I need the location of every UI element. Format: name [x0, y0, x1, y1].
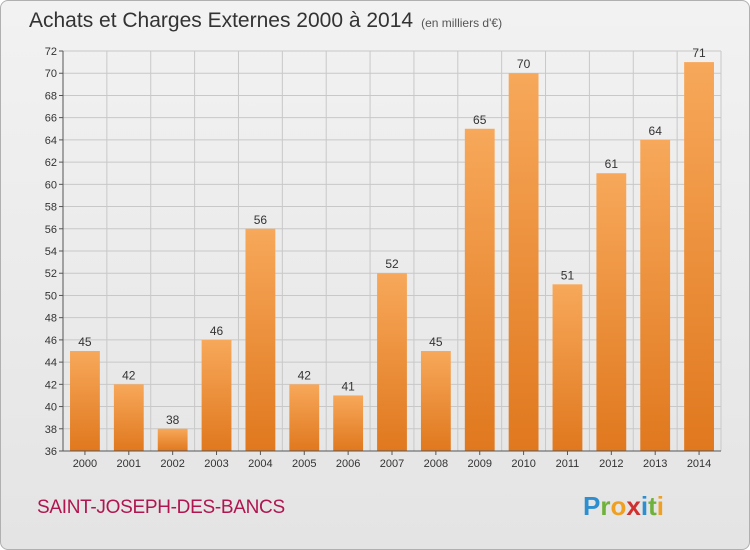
y-tick-label: 68 [45, 90, 57, 102]
x-tick-label: 2013 [643, 458, 667, 470]
value-label: 38 [166, 413, 180, 427]
bar-2006 [333, 395, 364, 451]
y-tick-label: 42 [45, 379, 57, 391]
value-label: 71 [692, 46, 706, 60]
y-tick-label: 44 [45, 357, 57, 369]
bar-2002 [157, 428, 188, 451]
value-label: 42 [298, 368, 312, 382]
y-tick-label: 64 [45, 135, 57, 147]
x-tick-label: 2004 [248, 458, 272, 470]
value-label: 45 [78, 335, 92, 349]
commune-name: SAINT-JOSEPH-DES-BANCS [37, 497, 285, 518]
y-tick-label: 40 [45, 402, 57, 414]
x-tick-label: 2003 [204, 458, 228, 470]
x-tick-label: 2002 [160, 458, 184, 470]
y-tick-label: 56 [45, 224, 57, 236]
bar-2014 [684, 62, 714, 451]
x-tick-label: 2009 [467, 458, 491, 470]
x-tick-label: 2005 [292, 458, 316, 470]
value-label: 64 [649, 124, 663, 138]
chart-title: Achats et Charges Externes 2000 à 2014 (e… [29, 9, 502, 33]
y-tick-label: 50 [45, 290, 57, 302]
bar-2005 [289, 384, 320, 451]
value-label: 51 [561, 268, 575, 282]
x-tick-label: 2006 [336, 458, 360, 470]
x-tick-label: 2008 [424, 458, 448, 470]
x-tick-label: 2001 [117, 458, 141, 470]
bar-2011 [552, 284, 583, 451]
bars: 45 42 38 46 56 42 41 52 45 65 70 51 61 64 71 [70, 46, 714, 451]
bar-2010 [508, 73, 539, 451]
value-label: 56 [254, 213, 268, 227]
y-tick-label: 66 [45, 113, 57, 125]
bar-2012 [596, 173, 627, 451]
y-tick-label: 38 [45, 424, 57, 436]
bar-2008 [420, 351, 451, 451]
bar-2013 [640, 139, 671, 451]
value-label: 61 [605, 157, 619, 171]
y-tick-label: 36 [45, 446, 57, 458]
x-tick-label: 2012 [599, 458, 623, 470]
x-tick-label: 2014 [687, 458, 711, 470]
y-tick-label: 58 [45, 202, 57, 214]
value-label: 42 [122, 368, 136, 382]
value-label: 41 [341, 379, 355, 393]
y-tick-label: 48 [45, 313, 57, 325]
value-label: 46 [210, 324, 224, 338]
y-tick-label: 46 [45, 335, 57, 347]
value-label: 52 [385, 257, 399, 271]
bar-2004 [245, 228, 276, 451]
chart-subtitle: (en milliers d'€) [421, 16, 503, 30]
bar-2007 [377, 273, 407, 451]
y-tick-label: 70 [45, 68, 57, 80]
x-tick-label: 2007 [380, 458, 404, 470]
y-tick-label: 54 [45, 246, 57, 258]
value-label: 65 [473, 113, 487, 127]
y-tick-label: 52 [45, 268, 57, 280]
x-tick-label: 2011 [556, 458, 580, 470]
x-tick-label: 2010 [511, 458, 535, 470]
value-label: 70 [517, 57, 531, 71]
y-tick-label: 72 [45, 46, 57, 58]
y-tick-label: 62 [45, 157, 57, 169]
proxiti-logo: Proxiti [583, 491, 664, 521]
x-tick-label: 2000 [73, 458, 97, 470]
y-tick-label: 60 [45, 179, 57, 191]
bar-2001 [113, 384, 144, 451]
chart-title-text: Achats et Charges Externes 2000 à 2014 [29, 9, 414, 32]
axes: 36 38 40 42 44 46 48 50 52 54 56 58 60 62 64 66 68 70 72 20… [45, 46, 721, 470]
bar-2003 [201, 339, 232, 451]
bar-2009 [464, 128, 495, 451]
value-label: 45 [429, 335, 443, 349]
bar-2000 [70, 351, 100, 451]
